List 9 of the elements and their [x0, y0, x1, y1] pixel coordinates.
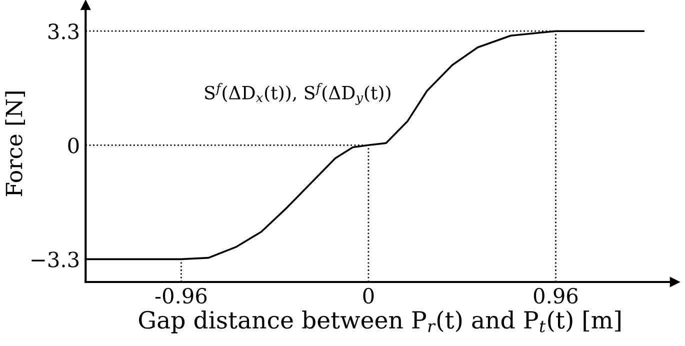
text: S$^{f}$(ΔD$_{x}$(t)), S$^{f}$(ΔD$_{y}$(t))	[205, 83, 390, 105]
y-tick-label: −3.3	[32, 252, 79, 268]
y-tick-label: 0	[68, 138, 79, 154]
x-tick-label: 0	[363, 288, 374, 304]
x-tick-label: -0.96	[155, 288, 207, 304]
y-tick-label: 3.3	[48, 24, 79, 40]
x-axis-title: Gap distance between P$_{r}$(t) and P$_{t}$(t) [m]	[139, 310, 620, 334]
x-tick-label: 0.96	[534, 288, 578, 304]
y-axis-title: Force [N]	[5, 92, 26, 196]
